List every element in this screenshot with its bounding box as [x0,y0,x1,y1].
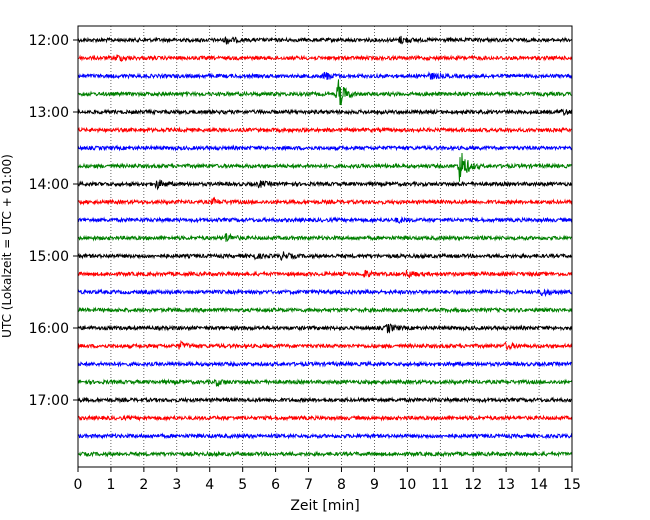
x-tick-label: 0 [74,477,83,493]
seismogram-trace [77,339,573,351]
seismogram-trace [77,144,573,152]
seismogram-trace [77,269,573,279]
seismogram-trace [77,196,573,206]
seismogram-trace [77,288,573,298]
x-axis-label: Zeit [min] [290,498,359,514]
x-tick-label: 12 [464,477,482,493]
y-tick-label: 12:00 [29,33,69,49]
seismogram-trace [77,414,573,422]
x-axis-ticks: 0 1 2 3 4 5 6 7 8 9 10 11 12 13 14 15 [74,467,581,493]
seismogram-trace [77,450,573,458]
seismogram-trace [77,432,573,440]
seismogram-trace [77,71,573,80]
seismogram-trace [77,179,573,191]
x-tick-label: 1 [106,477,115,493]
y-tick-label: 15:00 [29,249,69,265]
plot-frame [77,25,573,468]
y-tick-label: 16:00 [29,321,69,337]
x-tick-label: 10 [398,477,416,493]
seismogram-trace [77,126,573,134]
x-tick-label: 15 [563,477,581,493]
seismogram-trace [77,232,573,242]
seismogram-trace [77,153,573,182]
y-tick-label: 13:00 [29,105,69,121]
x-tick-label: 5 [238,477,247,493]
seismogram-trace [77,323,573,334]
y-tick-label: 17:00 [29,393,69,409]
x-tick-label: 8 [337,477,346,493]
x-tick-label: 13 [497,477,515,493]
x-tick-label: 6 [271,477,280,493]
seismogram-trace [77,378,573,388]
seismogram-trace [77,54,573,62]
seismogram-trace [77,251,573,261]
x-tick-label: 9 [370,477,379,493]
x-tick-label: 2 [139,477,148,493]
x-tick-label: 11 [431,477,449,493]
seismogram-trace [77,216,573,224]
y-axis-label: UTC (Lokalzeit = UTC + 01:00) [0,154,14,338]
x-tick-label: 4 [205,477,214,493]
seismogram-trace [77,360,573,368]
seismogram-trace [77,35,573,45]
seismogram-traces [77,35,573,458]
x-tick-label: 7 [304,477,313,493]
seismogram-trace [77,396,573,404]
seismogram-trace [77,79,573,106]
seismogram-trace [77,108,573,116]
y-axis-ticks: 12:00 13:00 14:00 15:00 16:00 17:00 [29,33,78,409]
seismogram-trace [77,306,573,314]
x-tick-label: 3 [172,477,181,493]
x-tick-label: 14 [530,477,548,493]
y-tick-label: 14:00 [29,177,69,193]
